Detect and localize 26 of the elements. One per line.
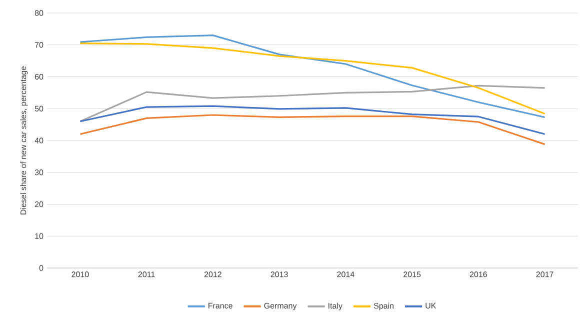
x-tick-label: 2014	[337, 272, 354, 278]
line-series	[79, 114, 546, 146]
legend-label: Spain	[374, 302, 394, 310]
y-tick-label: 60	[34, 74, 44, 80]
legend-label: France	[208, 302, 232, 309]
x-tick-label: 2013	[270, 272, 288, 278]
y-tick-label: 40	[34, 138, 44, 144]
x-tick-label: 2016	[470, 272, 487, 278]
y-tick-label: 80	[34, 10, 44, 16]
y-tick-label: 0	[39, 265, 44, 271]
x-tick-label: 2012	[204, 272, 222, 278]
y-tick-label: 20	[34, 201, 44, 208]
line-series	[79, 105, 546, 135]
x-tick-label: 2011	[138, 272, 155, 278]
x-tick-label: 2015	[404, 272, 421, 278]
legend-label: Germany	[264, 302, 297, 310]
y-tick-label: 30	[34, 170, 44, 176]
line-series	[79, 84, 546, 122]
y-tick-label: 50	[34, 106, 44, 112]
x-tick-label: 2017	[536, 272, 554, 278]
legend-label: UK	[426, 302, 436, 309]
y-tick-label: 10	[35, 233, 44, 239]
y-axis-title: Diesel share of new car sales, percentage	[20, 66, 28, 214]
legend-label: Italy	[328, 302, 342, 310]
x-tick-label: 2010	[72, 272, 89, 278]
y-tick-label: 70	[34, 42, 44, 48]
